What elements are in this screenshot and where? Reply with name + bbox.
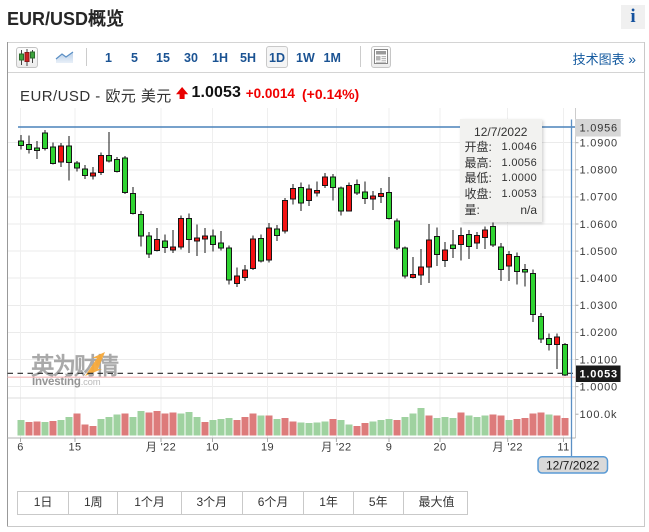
svg-text:月 '22: 月 '22 bbox=[492, 442, 522, 454]
svg-text:英为财情: 英为财情 bbox=[31, 353, 119, 379]
svg-text:15: 15 bbox=[68, 442, 81, 454]
svg-text:1.0900: 1.0900 bbox=[580, 138, 618, 150]
svg-text:1.0300: 1.0300 bbox=[580, 300, 618, 312]
svg-text:1.0053: 1.0053 bbox=[580, 369, 618, 381]
svg-text:1.0000: 1.0000 bbox=[580, 381, 618, 393]
svg-text:9: 9 bbox=[386, 442, 393, 454]
svg-text:1.0100: 1.0100 bbox=[580, 354, 618, 366]
svg-text:月 '22: 月 '22 bbox=[321, 442, 351, 454]
svg-text:10: 10 bbox=[206, 442, 219, 454]
svg-text:月 '22: 月 '22 bbox=[146, 442, 176, 454]
svg-text:19: 19 bbox=[261, 442, 274, 454]
svg-text:1.0700: 1.0700 bbox=[580, 192, 618, 204]
svg-text:1.0500: 1.0500 bbox=[580, 246, 618, 258]
svg-text:1.0956: 1.0956 bbox=[580, 123, 618, 135]
svg-text:12/7/2022: 12/7/2022 bbox=[546, 458, 600, 472]
svg-text:6: 6 bbox=[17, 442, 24, 454]
svg-text:Investing.com: Investing.com bbox=[32, 376, 101, 388]
svg-text:20: 20 bbox=[433, 442, 446, 454]
svg-text:11: 11 bbox=[557, 442, 569, 454]
svg-text:100.0k: 100.0k bbox=[580, 409, 618, 421]
svg-text:1.0200: 1.0200 bbox=[580, 327, 618, 339]
svg-text:1.0600: 1.0600 bbox=[580, 219, 618, 231]
svg-text:1.0800: 1.0800 bbox=[580, 165, 618, 177]
svg-text:1.0400: 1.0400 bbox=[580, 273, 618, 285]
